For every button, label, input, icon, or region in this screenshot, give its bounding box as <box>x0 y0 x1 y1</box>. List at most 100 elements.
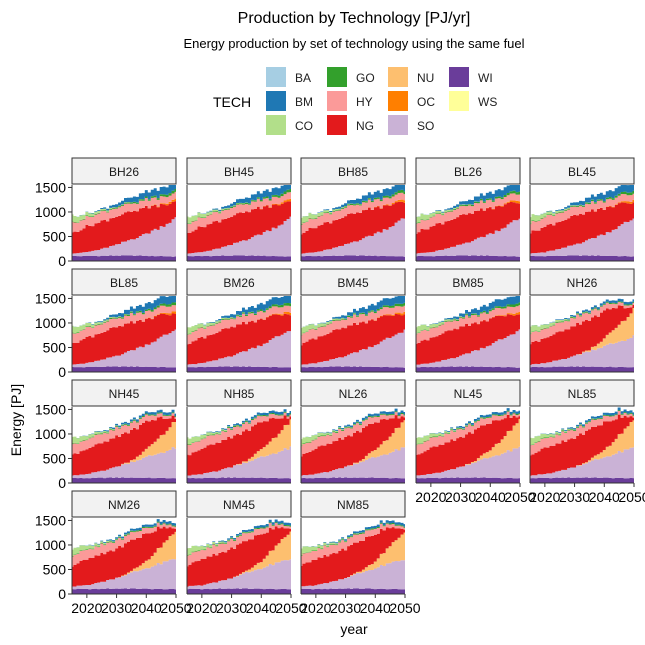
facet-strip <box>71 157 177 185</box>
facet-strip <box>300 490 406 518</box>
y-tick-label: 0 <box>58 253 66 269</box>
area-wi <box>301 255 405 261</box>
area-ng <box>530 202 634 254</box>
area-hy <box>301 412 405 457</box>
legend-label: GO <box>356 71 375 85</box>
area-bm <box>416 185 520 217</box>
y-tick-label: 500 <box>43 450 67 466</box>
area-hy <box>416 193 520 235</box>
area-wi <box>187 477 291 483</box>
area-hy <box>301 192 405 235</box>
area-go <box>416 190 520 224</box>
area-go <box>187 411 291 446</box>
facet-strip-label: NL26 <box>339 387 368 401</box>
area-so <box>301 447 405 479</box>
area-wi <box>530 366 634 372</box>
area-so <box>416 446 520 479</box>
panel-nl26: NL26 <box>300 379 406 484</box>
legend-label: WS <box>478 95 497 109</box>
facet-panels: BH26 0 500 1000 1500 BH45 BH85 BL26 BL45 BL85 0 500… <box>35 157 645 616</box>
x-tick-label: 2030 <box>216 600 247 616</box>
x-tick-label: 2020 <box>529 489 560 505</box>
legend-item-go: GO <box>327 67 375 87</box>
area-hy <box>416 305 520 345</box>
x-tick-label: 2030 <box>101 600 132 616</box>
area-so <box>530 335 634 368</box>
facet-strip-label: BL26 <box>454 165 482 179</box>
area-go <box>530 301 634 335</box>
legend-swatch <box>388 67 408 87</box>
area-so <box>301 329 405 368</box>
x-tick-label: 2050 <box>504 489 535 505</box>
chart-title: Production by Technology [PJ/yr] <box>238 10 471 27</box>
legend-swatch <box>266 67 286 87</box>
area-ng <box>187 526 291 587</box>
x-tick-label: 2040 <box>589 489 620 505</box>
legend-swatch <box>327 91 347 111</box>
area-co <box>187 189 291 224</box>
y-tick-label: 1000 <box>35 426 66 442</box>
area-so <box>72 559 176 590</box>
legend-label: WI <box>478 71 493 85</box>
area-hy <box>301 523 405 567</box>
area-ng <box>416 414 520 476</box>
facet-strip <box>300 379 406 407</box>
facet-strip <box>71 379 177 407</box>
chart-subtitle: Energy production by set of technology u… <box>183 36 524 51</box>
area-ng <box>72 415 176 476</box>
area-bm <box>530 185 634 218</box>
legend-item-wi: WI <box>449 67 493 87</box>
facet-strip-label: BH45 <box>224 165 254 179</box>
y-tick-label: 1000 <box>35 204 66 220</box>
area-ng <box>530 304 634 365</box>
panel-nh45: NH45 0 500 1000 1500 <box>35 379 177 491</box>
x-axis-label: year <box>340 621 368 637</box>
area-nu <box>530 307 634 365</box>
legend-label: SO <box>417 119 434 133</box>
area-so <box>187 446 291 479</box>
x-tick-label: 2050 <box>160 600 191 616</box>
area-go <box>72 521 176 557</box>
area-bm <box>416 296 520 328</box>
area-wi <box>301 366 405 372</box>
facet-strip <box>186 268 292 296</box>
area-ng <box>72 201 176 254</box>
area-oc <box>301 311 405 346</box>
area-so <box>187 559 291 590</box>
area-oc <box>187 312 291 345</box>
panel-bm45: BM45 <box>300 268 406 373</box>
area-nu <box>416 418 520 476</box>
area-hy <box>301 305 405 346</box>
area-wi <box>416 477 520 483</box>
y-tick-label: 1000 <box>35 537 66 553</box>
area-go <box>72 188 176 223</box>
y-tick-label: 1500 <box>35 401 66 417</box>
area-bm <box>301 520 405 549</box>
area-co <box>72 412 176 444</box>
panel-nh85: NH85 <box>186 379 292 484</box>
x-tick-label: 2040 <box>475 489 506 505</box>
area-hy <box>72 191 176 233</box>
facet-strip-label: BM26 <box>223 276 255 290</box>
y-tick-label: 1500 <box>35 290 66 306</box>
area-ng <box>530 414 634 476</box>
y-tick-label: 0 <box>58 586 66 602</box>
area-go <box>72 302 176 334</box>
facet-strip-label: BH26 <box>109 165 139 179</box>
y-tick-label: 1500 <box>35 179 66 195</box>
facet-strip-label: BM45 <box>337 276 369 290</box>
legend-swatch <box>449 91 469 111</box>
area-go <box>416 302 520 335</box>
area-so <box>187 216 291 257</box>
area-wi <box>72 477 176 483</box>
legend-swatch <box>266 91 286 111</box>
legend-item-ng: NG <box>327 115 374 135</box>
legend-label: BA <box>295 71 311 85</box>
area-go <box>301 189 405 226</box>
area-ng <box>416 314 520 365</box>
